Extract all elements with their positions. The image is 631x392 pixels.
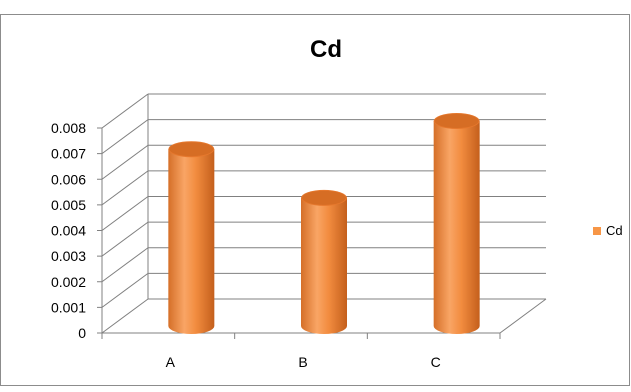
y-tick-label: 0.002 bbox=[51, 274, 86, 290]
bar-cylinder-A bbox=[168, 141, 215, 334]
y-tick-label: 0.007 bbox=[51, 146, 86, 162]
chart-title: Cd bbox=[310, 36, 342, 63]
gridline-side bbox=[101, 93, 149, 129]
bar-body bbox=[168, 149, 215, 334]
y-tick-label: 0.004 bbox=[51, 223, 86, 239]
y-tick-label: 0.008 bbox=[51, 120, 86, 136]
y-tick-label: 0.006 bbox=[51, 171, 86, 187]
gridline-side bbox=[101, 119, 149, 155]
x-tick-label: C bbox=[431, 354, 441, 370]
y-tick-label: 0.001 bbox=[51, 299, 86, 315]
x-tick-label: B bbox=[298, 354, 307, 370]
gridline-side bbox=[101, 298, 149, 334]
y-tick-label: 0 bbox=[78, 325, 86, 341]
gridline-side bbox=[101, 170, 149, 206]
y-tick-label: 0.003 bbox=[51, 248, 86, 264]
gridline-side bbox=[101, 272, 149, 308]
bar-cylinder-C bbox=[433, 113, 480, 334]
gridline-side bbox=[101, 144, 149, 180]
bar-body bbox=[433, 121, 480, 334]
gridline-side bbox=[101, 221, 149, 257]
bar-top-shade bbox=[434, 114, 479, 128]
axes bbox=[97, 94, 547, 339]
bar-cylinder-B bbox=[301, 189, 347, 334]
bar-body bbox=[301, 197, 347, 334]
bar-top-shade bbox=[169, 142, 214, 157]
bar-top-shade bbox=[302, 190, 346, 205]
legend-label: Cd bbox=[606, 223, 623, 238]
y-tick-label: 0.005 bbox=[51, 197, 86, 213]
x-tick-label: A bbox=[166, 354, 176, 370]
y-tick-labels: 0 0.001 0.002 0.003 0.004 0.005 0.006 0.007 0.00… bbox=[51, 120, 86, 341]
gridline-side bbox=[101, 247, 149, 283]
legend: Cd bbox=[593, 223, 623, 238]
legend-swatch bbox=[593, 227, 601, 235]
floor-right-edge bbox=[499, 298, 547, 334]
x-tick-labels: A B C bbox=[166, 354, 441, 370]
gridline-side bbox=[101, 196, 149, 231]
bars bbox=[168, 113, 480, 334]
